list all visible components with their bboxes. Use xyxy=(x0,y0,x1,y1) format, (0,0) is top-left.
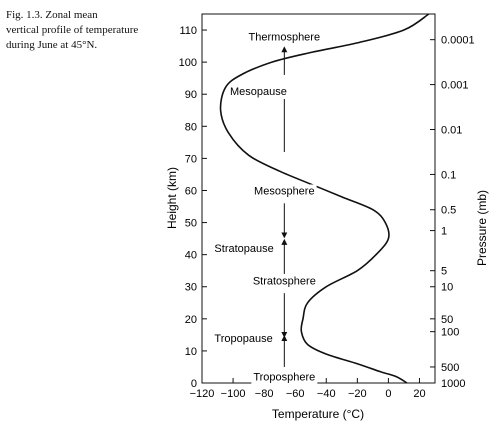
layer-label-background xyxy=(250,274,318,289)
x-tick-label: −40 xyxy=(317,388,336,400)
y-tick-label: 70 xyxy=(185,153,197,165)
x-axis: −120 −100 −80 −60 −40 −20 0 20 xyxy=(190,378,426,400)
plot-frame xyxy=(201,13,436,384)
layer-label: Tropopause xyxy=(214,333,272,345)
pressure-tick-label: 1 xyxy=(441,226,447,238)
layer-label-background xyxy=(252,184,317,199)
x-tick-label: 20 xyxy=(413,388,425,400)
caption-line-2: vertical profile of temperature xyxy=(6,24,139,36)
pressure-tick-label: 0.1 xyxy=(441,169,456,181)
caption-line-1: Fig. 1.3. Zonal mean xyxy=(6,9,98,21)
x-tick-label: −100 xyxy=(221,388,246,400)
pressure-tick-label: 50 xyxy=(441,314,453,326)
x-axis-label: Temperature (°C) xyxy=(272,407,364,421)
y-tick-label: 50 xyxy=(185,218,197,230)
y-tick-label: 40 xyxy=(185,250,197,262)
pressure-tick-label: 5 xyxy=(441,266,447,278)
layer-label-background xyxy=(251,370,318,385)
layer-label-background xyxy=(212,242,276,257)
pressure-tick-label: 10 xyxy=(441,282,453,294)
y-tick-label: 30 xyxy=(185,282,197,294)
temperature-profile-line xyxy=(219,13,430,384)
y-tick-label: 0 xyxy=(191,378,197,390)
x-tick-label: −20 xyxy=(348,388,367,400)
layer-label: Stratosphere xyxy=(253,275,316,287)
x-tick-label: −120 xyxy=(190,388,215,400)
y-axis: 0 10 20 30 40 50 60 70 80 90 100 110 xyxy=(179,25,207,390)
figure-caption: Fig. 1.3. Zonal mean vertical profile of… xyxy=(6,8,176,53)
pressure-axis-label: Pressure (mb) xyxy=(475,190,489,266)
layer-label-background xyxy=(246,30,323,45)
x-tick-label: 0 xyxy=(385,388,391,400)
layer-label: Stratopause xyxy=(214,243,273,255)
layer-label: Thermosphere xyxy=(249,31,321,43)
layer-label: Mesosphere xyxy=(254,185,315,197)
layer-label: Troposphere xyxy=(253,372,315,384)
y-tick-label: 100 xyxy=(179,57,197,69)
y-tick-label: 20 xyxy=(185,314,197,326)
pressure-tick-label: 0.0001 xyxy=(441,35,475,47)
pressure-tick-label: 500 xyxy=(441,362,459,374)
y-tick-label: 80 xyxy=(185,121,197,133)
layer-label-background xyxy=(227,85,289,100)
caption-line-3: during June at 45°N. xyxy=(6,39,98,51)
y-axis-label: Height (km) xyxy=(165,167,179,229)
pressure-tick-label: 100 xyxy=(441,327,459,339)
pressure-tick-label: 0.001 xyxy=(441,80,469,92)
pressure-tick-label: 0.01 xyxy=(441,125,462,137)
y-tick-label: 10 xyxy=(185,346,197,358)
layer-annotations: Thermosphere Mesopause Mesosphere Stratopau… xyxy=(212,30,323,385)
layer-label-background xyxy=(212,332,275,347)
x-tick-label: −60 xyxy=(286,388,305,400)
y-tick-label: 110 xyxy=(179,25,197,37)
y-tick-label: 90 xyxy=(185,89,197,101)
x-tick-label: −80 xyxy=(255,388,274,400)
layer-label: Mesopause xyxy=(230,86,287,98)
pressure-tick-label: 0.5 xyxy=(441,205,456,217)
y-tick-label: 60 xyxy=(185,185,197,197)
pressure-tick-label: 1000 xyxy=(441,378,465,390)
